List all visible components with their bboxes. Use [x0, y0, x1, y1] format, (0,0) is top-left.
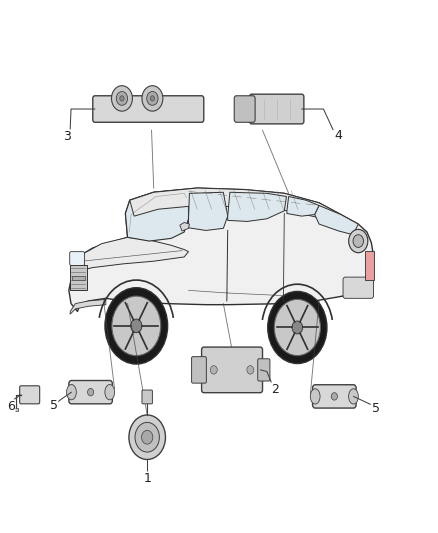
Polygon shape — [228, 192, 286, 221]
Polygon shape — [315, 206, 358, 235]
FancyBboxPatch shape — [201, 347, 262, 393]
FancyBboxPatch shape — [191, 357, 206, 383]
Circle shape — [292, 321, 303, 334]
Circle shape — [112, 86, 132, 111]
Polygon shape — [188, 192, 228, 230]
FancyBboxPatch shape — [70, 265, 87, 290]
Circle shape — [88, 389, 94, 396]
Circle shape — [349, 229, 368, 253]
Polygon shape — [130, 188, 341, 219]
Circle shape — [131, 319, 142, 333]
Circle shape — [331, 393, 337, 400]
FancyBboxPatch shape — [343, 277, 374, 298]
Circle shape — [147, 92, 158, 106]
Polygon shape — [78, 237, 188, 270]
Circle shape — [112, 296, 161, 356]
Circle shape — [141, 430, 153, 444]
Circle shape — [105, 288, 168, 364]
Text: 5: 5 — [372, 402, 380, 415]
FancyBboxPatch shape — [234, 96, 255, 122]
Circle shape — [116, 92, 127, 106]
Circle shape — [120, 96, 124, 101]
Text: 4: 4 — [335, 128, 343, 141]
Circle shape — [210, 366, 217, 374]
FancyBboxPatch shape — [258, 359, 270, 381]
FancyBboxPatch shape — [313, 385, 356, 408]
Ellipse shape — [105, 384, 115, 400]
Bar — [72, 276, 85, 280]
Bar — [365, 251, 374, 280]
Circle shape — [247, 366, 254, 374]
Circle shape — [129, 415, 166, 459]
FancyBboxPatch shape — [142, 390, 152, 404]
Polygon shape — [69, 188, 374, 312]
Text: 5: 5 — [49, 399, 58, 412]
FancyBboxPatch shape — [250, 94, 304, 124]
Ellipse shape — [310, 389, 320, 404]
Text: 6: 6 — [7, 400, 15, 413]
FancyBboxPatch shape — [69, 381, 113, 404]
Polygon shape — [287, 197, 319, 216]
FancyBboxPatch shape — [70, 252, 85, 265]
Polygon shape — [180, 222, 189, 231]
Circle shape — [268, 292, 327, 364]
FancyBboxPatch shape — [93, 96, 204, 122]
Circle shape — [274, 300, 321, 356]
Circle shape — [353, 235, 364, 247]
Circle shape — [150, 96, 155, 101]
Ellipse shape — [349, 389, 358, 404]
Text: 1: 1 — [143, 472, 151, 485]
Polygon shape — [70, 300, 106, 314]
Circle shape — [135, 422, 159, 452]
Polygon shape — [125, 190, 188, 241]
Bar — [13, 408, 18, 411]
FancyBboxPatch shape — [20, 386, 40, 404]
Text: 2: 2 — [271, 383, 279, 396]
Text: 3: 3 — [63, 130, 71, 143]
Circle shape — [142, 86, 163, 111]
Ellipse shape — [67, 384, 76, 400]
